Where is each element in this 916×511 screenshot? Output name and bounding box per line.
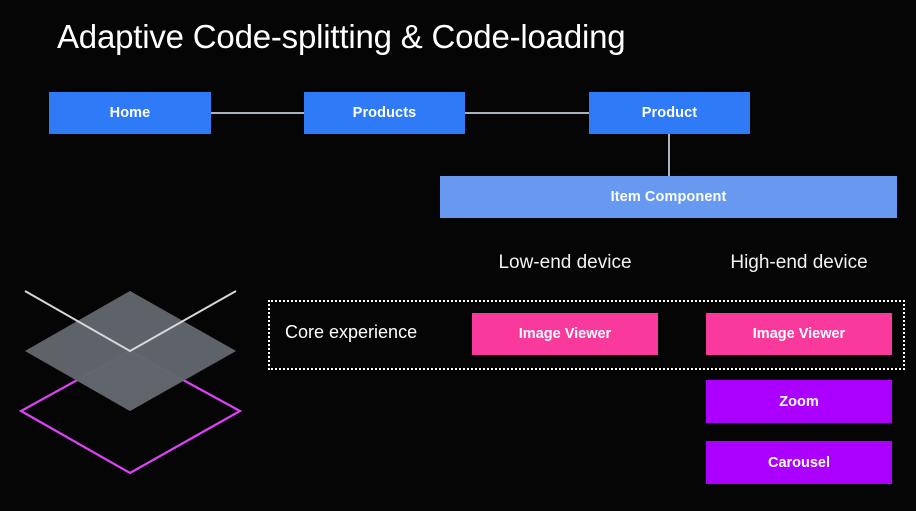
core-experience-label: Core experience xyxy=(285,322,418,342)
connector-home-to-products xyxy=(209,112,305,114)
flow-node-item-component[interactable]: Item Component xyxy=(440,176,897,218)
connector-products-to-product xyxy=(464,112,591,114)
flow-node-home[interactable]: Home xyxy=(49,92,211,134)
flow-node-label: Product xyxy=(641,105,698,121)
feature-chip-carousel[interactable]: Carousel xyxy=(706,441,892,484)
page-title: Adaptive Code-splitting & Code-loading xyxy=(57,18,626,55)
layer-bottom-outline xyxy=(18,349,243,475)
isometric-layers-illustration xyxy=(0,275,260,500)
feature-chip-image-viewer-high-end[interactable]: Image Viewer xyxy=(706,313,892,355)
feature-chip-label: Zoom xyxy=(779,393,819,410)
column-header-high-end-device: High-end device xyxy=(730,252,868,273)
column-header-low-end-device: Low-end device xyxy=(498,252,632,273)
feature-chip-label: Image Viewer xyxy=(752,326,846,342)
flow-node-product[interactable]: Product xyxy=(589,92,750,134)
flow-node-label: Home xyxy=(109,105,151,121)
feature-chip-label: Carousel xyxy=(767,454,831,471)
feature-chip-zoom[interactable]: Zoom xyxy=(706,380,892,423)
flow-node-label: Products xyxy=(352,105,417,121)
connector-product-to-item-component xyxy=(668,132,670,176)
flow-node-products[interactable]: Products xyxy=(304,92,465,134)
feature-chip-image-viewer-low-end[interactable]: Image Viewer xyxy=(472,313,658,355)
core-experience-group xyxy=(268,300,905,370)
flow-node-label: Item Component xyxy=(610,189,727,205)
layer-top-edge-highlight xyxy=(24,290,237,352)
feature-chip-label: Image Viewer xyxy=(518,326,612,342)
